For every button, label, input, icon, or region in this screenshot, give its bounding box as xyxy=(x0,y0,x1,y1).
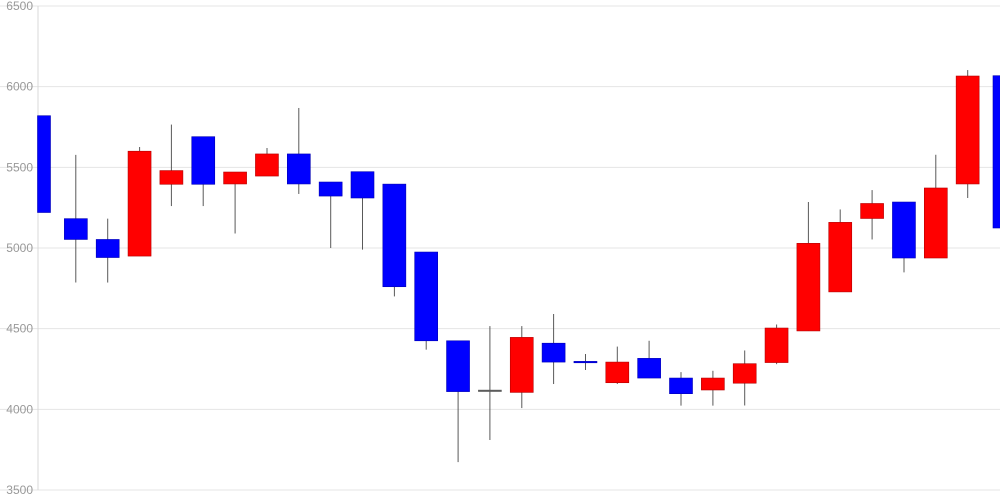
svg-text:5000: 5000 xyxy=(6,241,33,255)
svg-text:3500: 3500 xyxy=(6,483,33,497)
svg-text:6500: 6500 xyxy=(6,0,33,13)
svg-text:5500: 5500 xyxy=(6,160,33,174)
svg-text:4000: 4000 xyxy=(6,402,33,416)
svg-text:6000: 6000 xyxy=(6,80,33,94)
svg-text:4500: 4500 xyxy=(6,322,33,336)
